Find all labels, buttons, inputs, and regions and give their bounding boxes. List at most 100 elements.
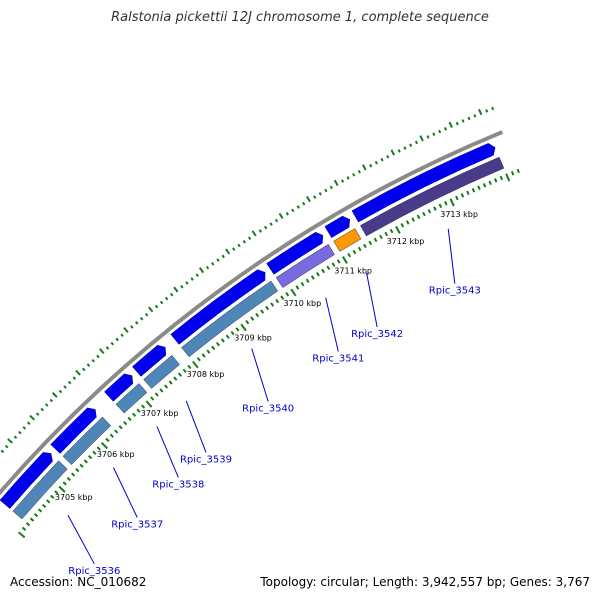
inner-tick bbox=[368, 240, 373, 246]
outer-tick bbox=[18, 430, 22, 435]
inner-tick bbox=[471, 188, 476, 193]
kbp-label: 3711 kbp bbox=[334, 267, 372, 276]
outer-tick bbox=[426, 135, 430, 139]
gene-cds-Rpic_3536 bbox=[12, 460, 68, 520]
inner-tick bbox=[477, 185, 481, 191]
kbp-label: 3709 kbp bbox=[234, 333, 272, 342]
outer-tick bbox=[75, 369, 81, 376]
kbp-label: 3706 kbp bbox=[97, 450, 135, 459]
inner-tick bbox=[225, 334, 230, 339]
gene-label-Rpic_3540: Rpic_3540 bbox=[242, 403, 294, 414]
outer-tick bbox=[185, 281, 189, 285]
outer-tick bbox=[96, 354, 100, 359]
inner-tick bbox=[114, 429, 119, 434]
leader-line bbox=[366, 272, 378, 328]
inner-tick bbox=[460, 193, 465, 198]
inner-tick bbox=[357, 246, 362, 252]
outer-tick bbox=[491, 106, 495, 111]
inner-tick bbox=[105, 437, 110, 443]
outer-tick bbox=[198, 267, 205, 274]
gene-cds-Rpic_3543 bbox=[360, 156, 505, 237]
outer-tick bbox=[51, 392, 58, 398]
gene-labels: Rpic_3536 Rpic_3537 Rpic_3538 Rpic_3539 Rpic… bbox=[67, 228, 481, 577]
outer-tick bbox=[123, 327, 129, 333]
outer-tick bbox=[148, 306, 154, 313]
inner-tick bbox=[141, 404, 146, 409]
inner-tick bbox=[182, 368, 187, 373]
inner-tick bbox=[395, 225, 401, 234]
gene-arrow-Rpic_3539 bbox=[132, 344, 167, 377]
outer-tick bbox=[403, 146, 407, 150]
outer-tick bbox=[390, 149, 396, 156]
inner-tick bbox=[466, 190, 470, 196]
outer-tick bbox=[190, 277, 194, 281]
inner-tick bbox=[92, 450, 97, 455]
outer-tick bbox=[232, 247, 236, 251]
outer-tick bbox=[485, 109, 489, 113]
inner-tick bbox=[136, 408, 141, 413]
outer-tick bbox=[169, 292, 174, 297]
leader-line bbox=[325, 297, 339, 352]
outer-tick bbox=[35, 412, 40, 416]
inner-tick bbox=[336, 259, 341, 264]
leader-line bbox=[156, 426, 179, 478]
outer-tick bbox=[221, 254, 225, 259]
leader-line bbox=[447, 228, 456, 284]
kbp-labels: 3705 kbp 3706 kbp 3707 kbp 3708 kbp 3709 kbp… bbox=[55, 210, 478, 502]
inner-tick bbox=[384, 231, 389, 237]
inner-tick bbox=[54, 490, 59, 495]
inner-tick bbox=[66, 476, 72, 482]
outer-tick bbox=[264, 225, 268, 230]
inner-tick bbox=[455, 195, 459, 201]
outer-tick bbox=[7, 438, 13, 444]
outer-tick bbox=[362, 164, 367, 171]
gene-arrow-Rpic_3538 bbox=[104, 373, 134, 402]
inner-tick bbox=[33, 512, 39, 518]
kbp-label: 3707 kbp bbox=[141, 409, 179, 418]
gene-arrow-Rpic_3537 bbox=[50, 407, 97, 454]
outer-tick bbox=[26, 421, 31, 426]
outer-tick bbox=[91, 358, 95, 363]
inner-tick-ring bbox=[17, 168, 520, 539]
outer-tick bbox=[258, 229, 262, 233]
outer-tick bbox=[478, 108, 483, 116]
inner-tick bbox=[326, 265, 331, 271]
inner-tick bbox=[96, 446, 101, 451]
outer-tick bbox=[13, 435, 18, 439]
inner-tick bbox=[41, 503, 47, 508]
inner-tick bbox=[17, 531, 26, 539]
outer-tick bbox=[443, 127, 448, 131]
inner-tick bbox=[37, 508, 43, 513]
outer-tick bbox=[448, 121, 453, 128]
leader-line bbox=[113, 467, 138, 518]
outer-tick bbox=[180, 285, 184, 289]
outer-tick bbox=[67, 380, 72, 385]
outer-tick bbox=[473, 114, 477, 118]
inner-tick bbox=[488, 180, 492, 186]
outer-tick bbox=[225, 248, 231, 255]
inner-tick bbox=[25, 522, 31, 527]
inner-tick bbox=[331, 262, 336, 267]
inner-tick bbox=[159, 388, 164, 393]
inner-tick bbox=[411, 217, 415, 222]
outer-tick bbox=[237, 243, 241, 248]
inner-tick bbox=[250, 316, 255, 321]
inner-tick bbox=[270, 302, 275, 307]
kbp-label: 3705 kbp bbox=[55, 493, 93, 502]
inner-tick bbox=[70, 472, 76, 477]
outer-tick bbox=[432, 132, 436, 136]
inner-tick bbox=[196, 357, 201, 362]
gene-track-forward bbox=[0, 143, 496, 509]
outer-tick bbox=[173, 286, 179, 293]
inner-tick bbox=[118, 425, 123, 430]
gene-label-Rpic_3542: Rpic_3542 bbox=[351, 329, 403, 340]
inner-tick bbox=[482, 183, 487, 188]
inner-tick bbox=[62, 481, 67, 486]
outer-tick bbox=[386, 154, 390, 159]
inner-tick bbox=[87, 454, 93, 460]
outer-tick bbox=[81, 367, 86, 372]
inner-tick bbox=[310, 275, 315, 280]
gene-label-Rpic_3538: Rpic_3538 bbox=[152, 479, 204, 490]
outer-tick bbox=[144, 312, 149, 317]
kbp-label: 3712 kbp bbox=[387, 237, 425, 246]
